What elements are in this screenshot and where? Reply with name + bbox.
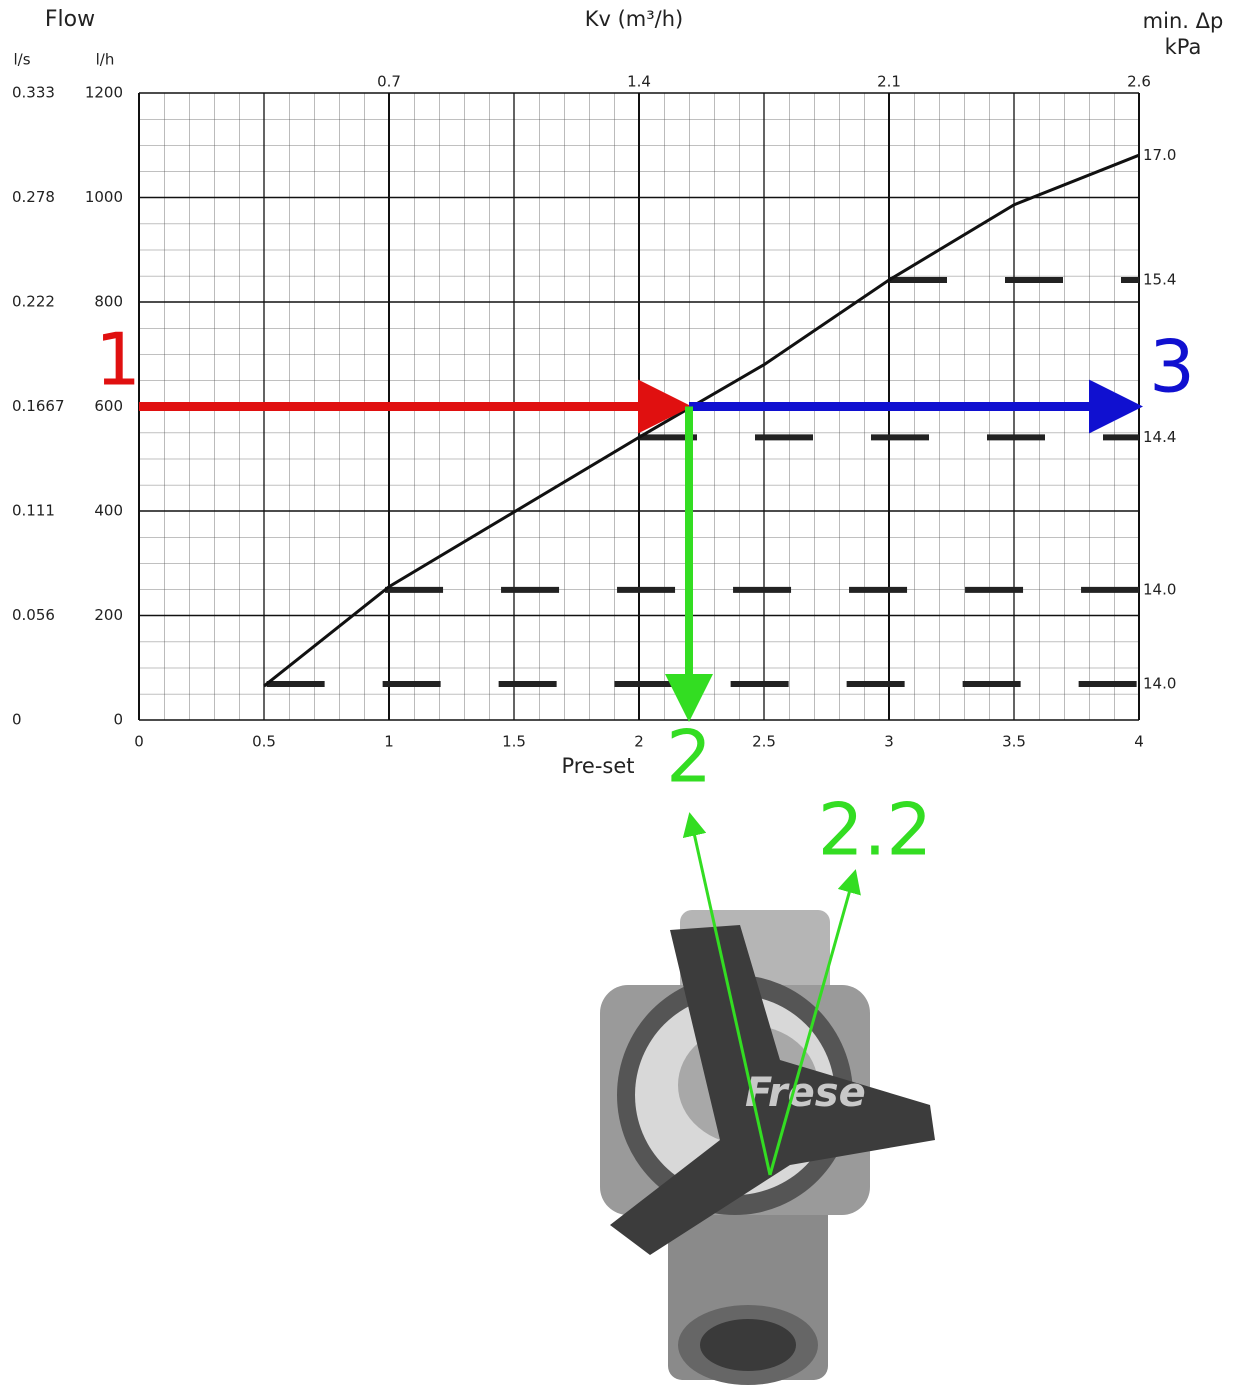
right-unit: kPa (1165, 35, 1202, 59)
x-tick-label: 3.5 (1002, 733, 1026, 751)
x-tick-label: 0 (134, 733, 144, 751)
x-tick-label: 2.5 (752, 733, 776, 751)
x-tick-label: 3 (884, 733, 894, 751)
ls-tick-label: 0.222 (12, 293, 55, 311)
y-tick-label: 1000 (85, 188, 123, 206)
unit-label: l/h (96, 51, 115, 69)
kv-tick-label: 2.6 (1127, 73, 1151, 91)
flow-curve (263, 153, 1140, 688)
knob-pointer (682, 812, 772, 1176)
y2-tick-label: 17.0 (1143, 146, 1176, 164)
x-tick-label: 1 (384, 733, 394, 751)
annotation: 1 (95, 318, 141, 402)
y-tick-label: 200 (94, 606, 123, 624)
y2-tick-label: 15.4 (1143, 271, 1176, 289)
y-tick-label: 600 (94, 397, 123, 415)
x-axis-title: Pre-set (561, 754, 634, 778)
flow-title: Flow (45, 7, 95, 32)
y-tick-label: 800 (94, 293, 123, 311)
kv-tick-label: 1.4 (627, 73, 651, 91)
annotation: 2.2 (818, 788, 933, 872)
unit-label: l/s (13, 51, 30, 69)
valve-illustration: Frese (600, 910, 935, 1385)
y-tick-label: 400 (94, 502, 123, 520)
ls-tick-label: 0 (12, 711, 22, 729)
annotation: 3 (1149, 325, 1195, 409)
x-tick-label: 4 (1134, 733, 1144, 751)
x-tick-label: 1.5 (502, 733, 526, 751)
knob-pointer (768, 869, 861, 1176)
ls-tick-label: 0.111 (12, 502, 55, 520)
y-tick-label: 0 (113, 711, 123, 729)
y2-tick-label: 14.0 (1143, 674, 1176, 692)
kv-title: Kv (m³/h) (585, 7, 684, 31)
x-tick-label: 2 (634, 733, 644, 751)
kv-tick-label: 0.7 (377, 73, 401, 91)
right-title: min. Δp (1143, 9, 1224, 33)
y2-tick-label: 14.0 (1143, 580, 1176, 598)
ls-tick-label: 0.333 (12, 84, 55, 102)
y-tick-label: 1200 (85, 84, 123, 102)
svg-text:Frese: Frese (745, 1070, 866, 1116)
kv-tick-label: 2.1 (877, 73, 901, 91)
ls-tick-label: 0.1667 (12, 397, 65, 415)
ls-tick-label: 0.278 (12, 188, 55, 206)
y2-tick-label: 14.4 (1143, 428, 1176, 446)
annotation: 2 (666, 715, 712, 799)
ls-tick-label: 0.056 (12, 606, 55, 624)
x-tick-label: 0.5 (252, 733, 276, 751)
